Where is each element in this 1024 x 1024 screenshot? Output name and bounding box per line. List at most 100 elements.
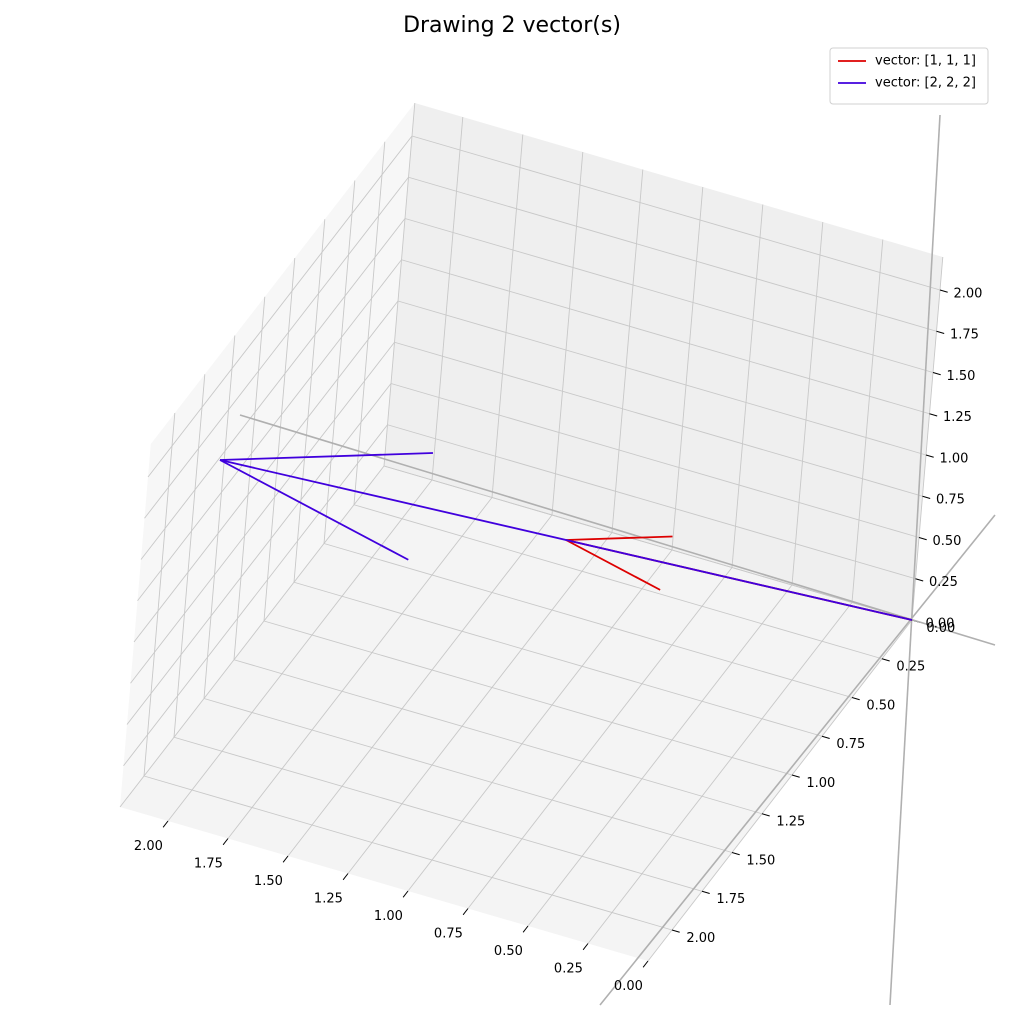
grid-line [347,532,613,874]
y-tick-label: 1.00 [806,776,835,791]
grid-line [167,479,433,822]
grid-line [404,218,934,373]
tick-mark [642,960,649,968]
y-tick-label: 1.50 [746,853,775,868]
floor-pane [120,466,912,961]
grid-line [323,543,853,698]
x-tick-label: 2.00 [134,839,163,854]
grid-line [203,698,733,853]
z-tick-label: 0.00 [925,616,954,631]
x-tick-label: 0.25 [554,961,583,976]
vector-head [219,459,409,561]
tick-mark [162,820,169,828]
z-tick-label: 1.00 [939,451,968,466]
grid-line [431,116,464,481]
grid-line [587,602,853,944]
y-tick-label: 0.25 [896,660,925,675]
tick-mark [932,372,941,376]
grid-line [671,186,704,551]
grid-line [233,296,266,660]
axis-line [889,114,941,1006]
vector-shaft [219,459,913,621]
grid-line [387,424,916,580]
panes [119,102,948,968]
axis-line [239,414,996,646]
x-tick-label: 1.00 [374,909,403,924]
grid-line [394,341,923,497]
grid-line [173,374,206,738]
z-tick-label: 0.75 [936,493,965,508]
vector-head [219,452,433,461]
grid-line [647,619,913,962]
grid-line [791,221,824,586]
grid-line [143,775,673,931]
x-tick-label: 0.50 [494,944,523,959]
grid-line [467,567,733,909]
grid-line [227,497,493,839]
tick-mark [761,813,770,817]
grid-line [144,176,409,519]
vector-head [565,539,661,591]
x-tick-label: 1.75 [194,856,223,871]
grid-line [123,424,388,767]
grid-line [527,584,793,927]
grid-line [233,659,763,815]
side-pane [120,103,415,807]
grid-line [411,135,941,291]
grid-line [611,169,644,533]
y-tick-label: 1.25 [776,815,805,830]
grid-line [203,335,236,699]
grid-line [263,257,296,622]
grid-line [731,204,764,568]
z-tick-label: 0.50 [932,534,961,549]
tick-mark [791,774,800,778]
tick-mark [701,890,710,894]
grid-line [551,151,584,516]
tick-mark [881,658,890,662]
y-tick-label: 2.00 [686,931,715,946]
grid-line [397,300,927,456]
tick-mark [282,855,289,863]
grid-line [390,383,920,538]
tick-mark [731,852,740,856]
x-tick-label: 1.25 [314,891,343,906]
tick-mark [582,943,589,951]
back-pane [384,103,943,620]
grid-line [126,383,392,725]
tick-mark [821,735,830,739]
x-tick-label: 1.50 [254,874,283,889]
legend-label: vector: [1, 1, 1] [875,54,976,69]
grid-line [401,259,930,415]
grid-line [408,176,937,332]
tick-mark [222,838,229,846]
grid-line [140,218,406,560]
tick-mark [925,454,934,458]
legend-box [829,47,989,105]
tick-mark [918,537,927,541]
grid-line [911,256,944,621]
tick-mark [915,578,924,582]
grid-line [383,465,913,621]
tick-mark [402,890,409,898]
y-tick-label: 0.75 [836,737,865,752]
legend-label: vector: [2, 2, 2] [875,76,976,91]
tick-mark [342,873,349,881]
tick-mark [939,289,948,293]
grid-line [173,736,703,892]
z-tick-label: 0.25 [929,575,958,590]
vector-head [565,535,673,541]
tick-mark [929,413,938,417]
grid-line [287,514,553,857]
grid-line [383,102,416,467]
grid-line [293,581,823,737]
grid-line [491,134,524,498]
z-tick-label: 1.75 [950,328,979,343]
tick-mark [922,495,931,499]
x-tick-label: 0.75 [434,926,463,941]
tick-mark [851,697,860,701]
tick-mark [936,330,945,334]
grid-line [407,549,673,892]
z-tick-label: 2.00 [953,286,982,301]
grid-line [353,504,883,660]
